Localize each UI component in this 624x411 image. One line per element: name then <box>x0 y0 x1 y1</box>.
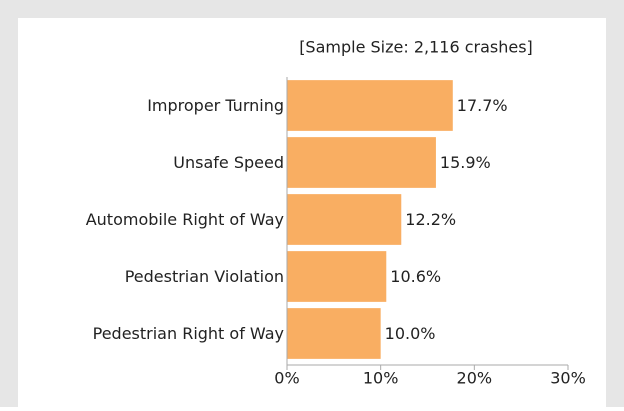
bar <box>287 308 381 359</box>
bar <box>287 194 402 245</box>
y-tick-label: Pedestrian Violation <box>125 267 284 286</box>
y-tick-label: Automobile Right of Way <box>86 210 284 229</box>
x-tick-label: 30% <box>550 369 586 388</box>
value-label: 15.9% <box>440 153 491 172</box>
chart-subtitle: [Sample Size: 2,116 crashes] <box>299 38 533 57</box>
y-tick-label: Unsafe Speed <box>173 153 284 172</box>
value-label: 17.7% <box>457 96 508 115</box>
x-tick-label: 0% <box>274 369 299 388</box>
x-tick-label: 10% <box>363 369 399 388</box>
value-label: 10.0% <box>385 324 436 343</box>
bar <box>287 251 387 302</box>
bar <box>287 80 453 131</box>
x-tick-label: 20% <box>457 369 493 388</box>
bar <box>287 137 436 188</box>
y-tick-label: Pedestrian Right of Way <box>93 324 284 343</box>
value-label: 10.6% <box>390 267 441 286</box>
value-label: 12.2% <box>405 210 456 229</box>
y-tick-label: Improper Turning <box>147 96 284 115</box>
